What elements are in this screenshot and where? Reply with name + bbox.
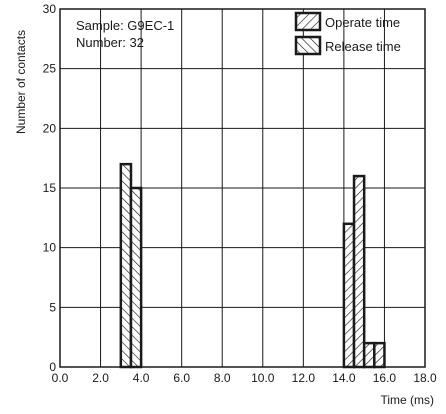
x-tick-label: 0.0: [52, 371, 69, 385]
y-tick-label: 20: [43, 121, 57, 135]
y-tick-label: 25: [43, 62, 57, 76]
y-tick-label: 15: [43, 181, 57, 195]
x-axis-label: Time (ms): [380, 393, 434, 407]
histogram-bar: [362, 341, 376, 369]
legend-swatch: [294, 11, 322, 32]
histogram-bar: [352, 174, 366, 369]
x-tick-label: 2.0: [92, 371, 109, 385]
x-tick-label: 4.0: [133, 371, 150, 385]
x-tick-label: 6.0: [173, 371, 190, 385]
x-tick-label: 18.0: [413, 371, 437, 385]
y-tick-label: 5: [49, 300, 56, 314]
y-tick-label: 0: [49, 360, 56, 374]
histogram-bar: [373, 341, 386, 369]
x-tick-label: 10.0: [251, 371, 275, 385]
legend: Operate time Release time: [294, 11, 401, 56]
legend-label: Release time: [325, 39, 401, 54]
histogram-bar: [119, 162, 133, 369]
x-tick-labels: 0.0 2.0 4.0 6.0 8.0 10.0 12.0 14.0 16.0 18.0: [52, 371, 437, 385]
grid-lines: [60, 9, 425, 367]
y-tick-label: 30: [43, 2, 57, 16]
histogram-bar: [129, 186, 143, 369]
histogram-bar: [342, 222, 356, 369]
bars-layer: [119, 162, 386, 369]
x-tick-label: 14.0: [332, 371, 356, 385]
y-tick-label: 10: [43, 241, 57, 255]
plot-frame: [59, 8, 426, 368]
x-tick-label: 16.0: [373, 371, 397, 385]
y-tick-labels: 0 5 10 15 20 25 30: [43, 2, 57, 374]
x-tick-label: 8.0: [214, 371, 231, 385]
legend-label: Operate time: [325, 15, 400, 30]
y-axis-label: Number of contacts: [14, 30, 28, 134]
sample-annotation: Sample: G9EC-1: [76, 18, 174, 33]
number-annotation: Number: 32: [76, 35, 144, 50]
legend-swatch: [294, 35, 322, 56]
x-tick-label: 12.0: [292, 371, 316, 385]
